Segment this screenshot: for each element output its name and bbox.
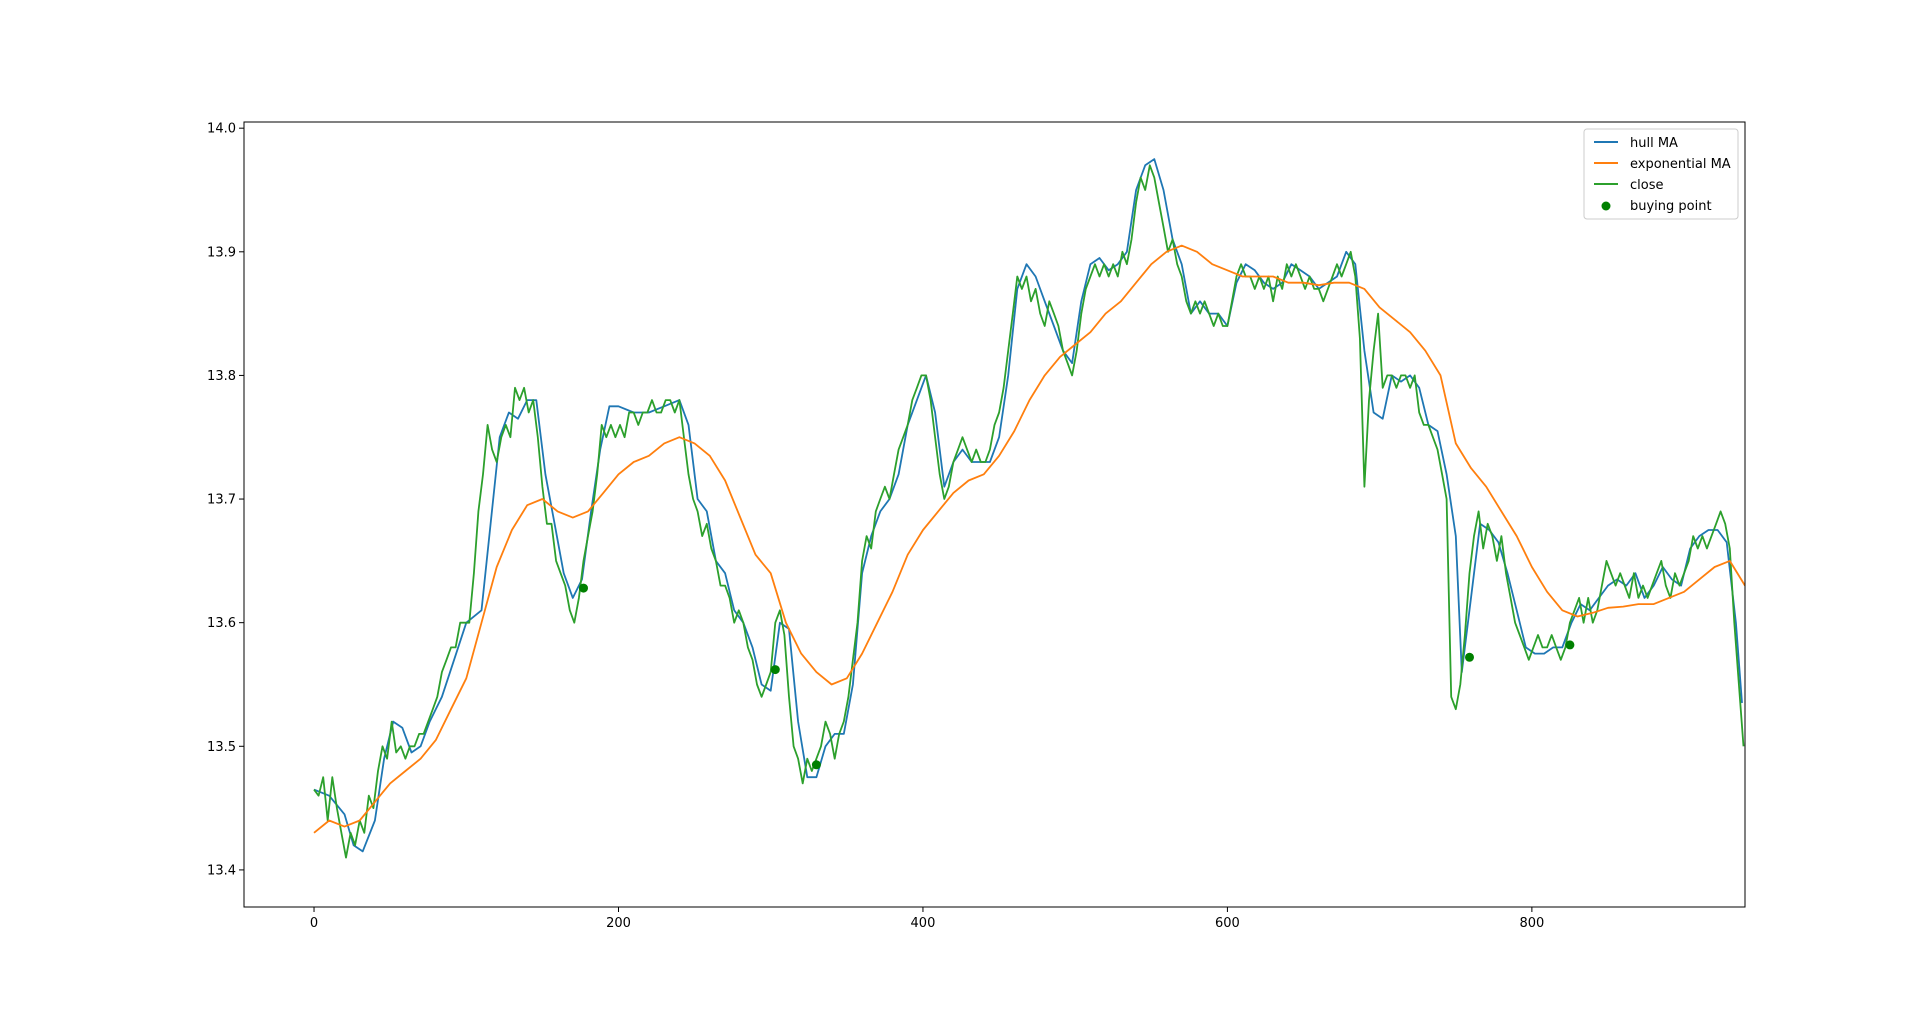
series-layer xyxy=(313,158,1745,859)
series-line-exponential-ma xyxy=(313,244,1745,834)
buying-point-marker xyxy=(811,760,821,770)
buying-point-marker xyxy=(579,583,588,593)
y-tick-label: 13.8 xyxy=(207,369,236,384)
y-axis: 13.4 13.5 13.6 13.7 13.8 13.9 14.0 xyxy=(207,122,244,878)
x-axis: 0 200 400 600 800 xyxy=(310,907,1544,931)
x-tick-label: 200 xyxy=(606,916,631,931)
y-tick-label: 13.4 xyxy=(207,863,236,878)
legend-symbol-buying-point xyxy=(1601,201,1611,211)
plot-frame xyxy=(243,121,1746,908)
y-tick-label: 13.9 xyxy=(207,245,236,260)
legend-box xyxy=(1583,128,1739,220)
legend-label-exponential-ma: exponential MA xyxy=(1630,157,1731,172)
y-tick-label: 13.7 xyxy=(207,493,236,508)
legend-label-buying-point: buying point xyxy=(1630,199,1712,214)
legend-label-hull-ma: hull MA xyxy=(1630,136,1678,151)
x-tick-label: 0 xyxy=(310,916,318,931)
buying-point-marker xyxy=(1565,640,1575,650)
x-tick-label: 600 xyxy=(1215,916,1240,931)
y-tick-label: 13.5 xyxy=(207,740,236,755)
legend: hull MA exponential MA close buying point xyxy=(1583,128,1739,220)
series-line-hull-ma xyxy=(313,158,1743,853)
buying-point-marker xyxy=(770,665,780,675)
legend-label-close: close xyxy=(1630,178,1663,193)
x-tick-label: 800 xyxy=(1519,916,1544,931)
y-tick-label: 13.6 xyxy=(207,616,236,631)
buying-point-marker xyxy=(1465,652,1474,662)
x-tick-label: 400 xyxy=(911,916,936,931)
series-line-close xyxy=(313,164,1745,859)
y-tick-label: 14.0 xyxy=(207,122,236,137)
